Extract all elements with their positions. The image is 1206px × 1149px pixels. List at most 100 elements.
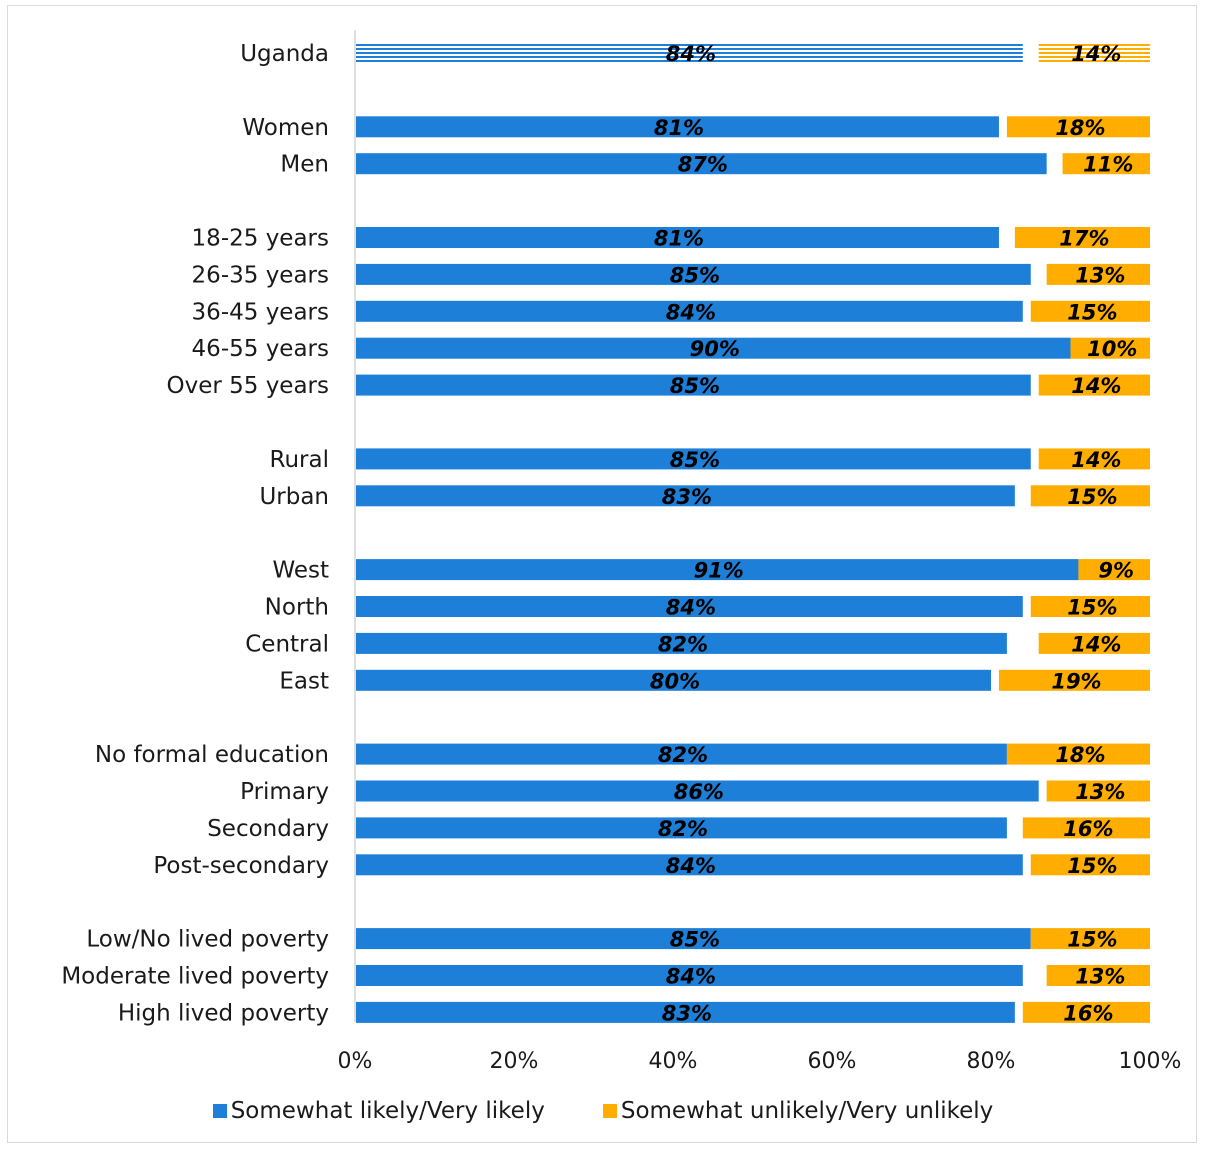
value-label-unlikely: 15% — [1067, 854, 1117, 878]
bar-likely — [356, 669, 991, 691]
value-label-unlikely: 15% — [1067, 300, 1117, 324]
category-label: High lived poverty — [118, 1000, 329, 1026]
bar-unlikely — [1014, 227, 1150, 248]
bar-likely — [356, 780, 1039, 802]
value-label-unlikely: 11% — [1083, 153, 1133, 177]
bar-unlikely — [1030, 854, 1150, 876]
value-label-likely: 85% — [670, 928, 720, 952]
bar-unlikely — [1062, 153, 1150, 175]
category-label: Rural — [270, 447, 329, 473]
bar-unlikely — [1030, 928, 1150, 950]
bar-unlikely — [998, 669, 1150, 691]
category-label: 46-55 years — [192, 336, 329, 362]
value-label-likely: 86% — [674, 780, 724, 804]
bar-likely — [356, 928, 1031, 950]
category-label: Post-secondary — [153, 853, 329, 879]
category-label: Central — [245, 631, 329, 657]
bar-unlikely — [1030, 596, 1150, 617]
bar-likely — [356, 632, 1007, 654]
bar-likely — [356, 965, 1023, 986]
x-tick-label: 20% — [490, 1049, 539, 1074]
value-label-likely: 81% — [654, 227, 704, 251]
bar-likely — [356, 227, 999, 248]
bar-likely — [356, 153, 1047, 175]
value-label-likely: 87% — [678, 153, 728, 177]
bar-likely — [356, 596, 1023, 617]
value-label-likely: 84% — [666, 965, 716, 989]
category-label: No formal education — [95, 742, 329, 768]
bar-likely — [356, 559, 1079, 581]
value-label-likely: 82% — [658, 817, 708, 841]
bar-unlikely — [1038, 42, 1150, 64]
bar-likely — [356, 300, 1023, 322]
category-label: 18-25 years — [192, 226, 329, 252]
bar-unlikely — [1046, 965, 1150, 986]
bar-unlikely — [1022, 817, 1150, 839]
bar-unlikely — [1038, 374, 1150, 396]
bar-likely — [356, 263, 1031, 285]
value-label-unlikely: 9% — [1098, 559, 1134, 583]
category-label: Uganda — [240, 41, 329, 67]
category-label: East — [279, 668, 329, 694]
legend-swatch — [602, 1104, 617, 1118]
category-label: Primary — [240, 779, 329, 805]
plot-area: Uganda 84% 14% Women 81% 18% Men 87% 11% 18-25 ye… — [61, 30, 1181, 1074]
category-label: 36-45 years — [192, 299, 329, 325]
value-label-unlikely: 14% — [1071, 42, 1121, 66]
value-label-likely: 83% — [662, 485, 712, 509]
bar-likely — [356, 817, 1007, 839]
value-label-likely: 84% — [666, 300, 716, 324]
legend-item: Somewhat unlikely/Very unlikely — [602, 1098, 994, 1124]
bar-unlikely — [1006, 116, 1150, 138]
category-label: Women — [242, 115, 329, 141]
value-label-likely: 81% — [654, 116, 704, 140]
value-label-likely: 82% — [658, 743, 708, 767]
value-label-unlikely: 16% — [1063, 1001, 1113, 1025]
category-label: Secondary — [207, 816, 329, 842]
bar-likely — [356, 116, 999, 138]
bar-likely — [356, 337, 1071, 359]
bar-unlikely — [1038, 448, 1150, 470]
legend-label: Somewhat unlikely/Very unlikely — [620, 1098, 994, 1124]
legend-item: Somewhat likely/Very likely — [212, 1098, 545, 1124]
category-label: Urban — [259, 484, 329, 510]
value-label-unlikely: 13% — [1075, 263, 1125, 287]
bar-likely — [356, 374, 1031, 396]
value-label-likely: 84% — [666, 42, 716, 66]
chart: Uganda 84% 14% Women 81% 18% Men 87% 11% 18-25 ye… — [61, 30, 1181, 1074]
category-label: 26-35 years — [192, 262, 329, 288]
category-label: Men — [280, 152, 329, 178]
value-label-unlikely: 13% — [1075, 780, 1125, 804]
value-label-unlikely: 15% — [1067, 596, 1117, 620]
bar-unlikely — [1030, 300, 1150, 322]
value-label-unlikely: 13% — [1075, 965, 1125, 989]
bar-likely — [356, 485, 1015, 507]
x-tick-label: 0% — [338, 1049, 373, 1074]
value-label-likely: 85% — [670, 448, 720, 472]
category-label: Over 55 years — [166, 373, 329, 399]
bar-unlikely — [1046, 263, 1150, 285]
value-label-unlikely: 14% — [1071, 632, 1121, 656]
value-label-unlikely: 14% — [1071, 374, 1121, 398]
x-tick-label: 80% — [967, 1049, 1016, 1074]
x-tick-label: 40% — [649, 1049, 698, 1074]
bar-unlikely — [1022, 1001, 1150, 1023]
value-label-likely: 91% — [694, 559, 744, 583]
value-label-unlikely: 18% — [1055, 743, 1105, 767]
bar-unlikely — [1006, 743, 1150, 765]
value-label-unlikely: 10% — [1087, 337, 1137, 361]
value-label-likely: 82% — [658, 632, 708, 656]
value-label-likely: 83% — [662, 1001, 712, 1025]
value-label-unlikely: 16% — [1063, 817, 1113, 841]
bar-unlikely — [1078, 559, 1150, 581]
value-label-likely: 85% — [670, 374, 720, 398]
x-tick-label: 100% — [1119, 1049, 1182, 1074]
bar-unlikely — [1070, 337, 1150, 359]
bar-unlikely — [1046, 780, 1150, 802]
value-label-unlikely: 15% — [1067, 928, 1117, 952]
category-label: North — [265, 595, 329, 621]
legend-label: Somewhat likely/Very likely — [230, 1098, 545, 1124]
bar-unlikely — [1038, 632, 1150, 654]
value-label-likely: 84% — [666, 854, 716, 878]
bar-likely — [356, 42, 1023, 64]
